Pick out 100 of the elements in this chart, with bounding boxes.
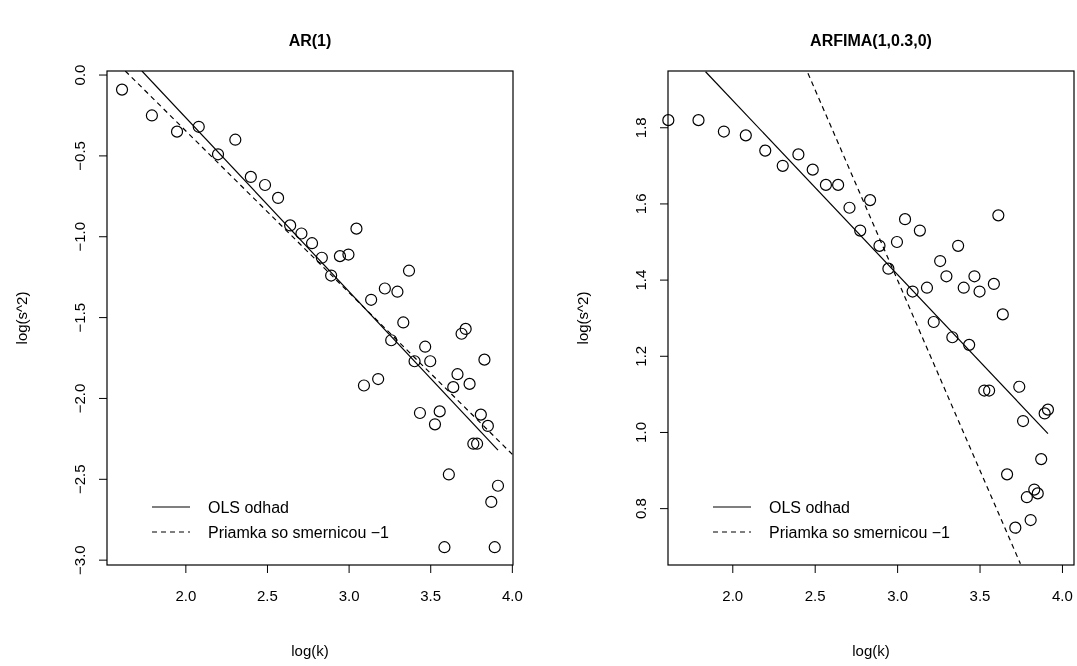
x-tick-label: 3.0 xyxy=(338,587,360,604)
y-axis-title: log(s^2) xyxy=(13,291,30,345)
point xyxy=(413,406,427,420)
point xyxy=(759,144,772,157)
point xyxy=(854,224,867,237)
point xyxy=(145,109,158,122)
point xyxy=(408,355,421,368)
point xyxy=(491,479,505,492)
y-tick-label: −2.5 xyxy=(71,464,88,495)
point xyxy=(882,262,895,275)
point xyxy=(485,495,498,509)
point xyxy=(244,170,257,184)
point xyxy=(1038,407,1051,420)
point xyxy=(890,235,904,249)
point xyxy=(451,368,464,381)
y-tick-label: 1.0 xyxy=(632,422,649,443)
point xyxy=(402,264,416,277)
point xyxy=(211,148,225,161)
legend-label: Priamka so smernicou −1 xyxy=(769,524,951,541)
point xyxy=(350,222,363,235)
point xyxy=(940,270,953,283)
point xyxy=(481,419,494,433)
point xyxy=(478,353,491,366)
point xyxy=(433,405,446,418)
point xyxy=(258,178,272,192)
point xyxy=(271,191,285,205)
point xyxy=(662,114,675,127)
point xyxy=(372,372,385,386)
x-tick-label: 3.5 xyxy=(420,587,442,604)
point xyxy=(906,285,919,298)
point xyxy=(996,308,1009,321)
point xyxy=(424,355,437,368)
x-tick-label: 2.5 xyxy=(257,587,278,604)
point xyxy=(717,125,730,138)
point xyxy=(1041,403,1055,416)
point xyxy=(1035,453,1048,466)
point xyxy=(963,338,976,351)
point xyxy=(419,340,432,353)
point xyxy=(1020,491,1033,504)
point xyxy=(467,437,480,450)
legend-label: OLS odhad xyxy=(208,499,289,516)
point xyxy=(1024,513,1037,527)
x-axis-title: log(k) xyxy=(291,642,329,659)
point xyxy=(192,120,205,133)
y-tick-label: 1.6 xyxy=(632,193,649,215)
point xyxy=(284,219,297,232)
point xyxy=(115,83,129,96)
point xyxy=(170,125,184,138)
x-tick-label: 2.0 xyxy=(722,587,744,604)
point xyxy=(992,209,1005,222)
point xyxy=(1028,483,1041,496)
point xyxy=(325,269,338,282)
point xyxy=(1013,380,1026,393)
point xyxy=(365,293,378,306)
point xyxy=(1009,521,1022,534)
x-tick-label: 4.0 xyxy=(501,587,523,604)
point xyxy=(447,381,460,394)
point xyxy=(1016,414,1030,428)
legend-label: OLS odhad xyxy=(769,499,850,516)
point xyxy=(739,129,752,142)
point xyxy=(934,254,947,268)
y-tick-label: −0.5 xyxy=(71,141,88,171)
y-axis-title: log(s^2) xyxy=(574,291,591,345)
y-tick-label: 0.8 xyxy=(632,498,649,520)
x-tick-label: 4.0 xyxy=(1052,587,1073,604)
point xyxy=(397,316,410,329)
point xyxy=(873,239,886,252)
point xyxy=(957,281,970,294)
point xyxy=(806,163,819,176)
point xyxy=(913,224,926,237)
point xyxy=(229,133,242,146)
point xyxy=(1000,468,1014,481)
legend-label: Priamka so smernicou −1 xyxy=(208,524,390,541)
point xyxy=(946,331,959,344)
point xyxy=(357,379,371,392)
y-tick-label: −2.0 xyxy=(71,383,88,414)
point xyxy=(792,148,805,161)
x-axis-title: log(k) xyxy=(852,642,890,659)
point xyxy=(920,281,934,294)
point xyxy=(927,315,940,329)
point xyxy=(378,282,391,295)
point xyxy=(973,285,986,298)
point xyxy=(428,418,442,431)
point xyxy=(463,377,476,390)
point xyxy=(455,327,468,340)
x-tick-label: 3.0 xyxy=(887,587,909,604)
point xyxy=(305,237,319,250)
point xyxy=(470,437,484,450)
y-tick-label: −3.0 xyxy=(71,545,88,575)
point xyxy=(391,285,404,298)
y-tick-label: 1.2 xyxy=(632,345,649,367)
point xyxy=(978,384,991,397)
point xyxy=(832,178,845,191)
point xyxy=(843,201,856,214)
x-tick-label: 3.5 xyxy=(969,587,991,604)
x-tick-label: 2.5 xyxy=(804,587,826,604)
point xyxy=(385,334,398,347)
point xyxy=(987,277,1000,291)
point xyxy=(898,213,912,226)
point xyxy=(983,384,996,397)
